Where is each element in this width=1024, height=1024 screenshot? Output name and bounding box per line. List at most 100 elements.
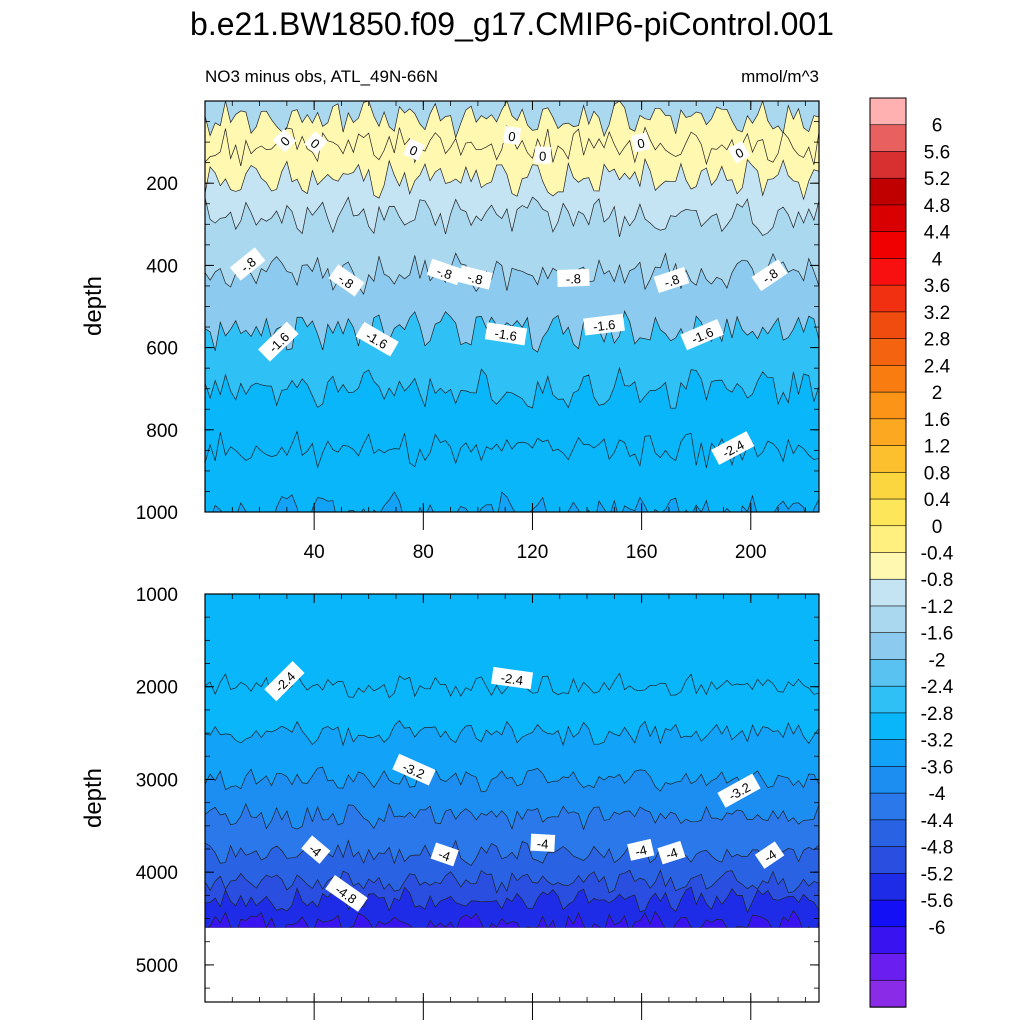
colorbar-label: 0: [932, 517, 943, 538]
contour-label: -.8: [328, 264, 365, 297]
colorbar-swatch: [869, 766, 907, 794]
colorbar-swatch: [869, 846, 907, 875]
colorbar: 6 5.6 5.2 4.8 4.4 4 3.6 3.2 2.8 2.4 2 1.6 1.2 0.8 0.4 0…: [869, 97, 954, 1008]
colorbar-swatch: [869, 258, 907, 286]
bottom-panel-contour-labels: -2.4 -2.4-3.2-3.2-4-4 -4-4-4 -4-4.8: [264, 660, 785, 912]
contour-label: 0: [631, 132, 651, 153]
contour-label-text: -.8: [466, 269, 484, 287]
contour-label: -1.6: [484, 322, 528, 346]
colorbar-swatch: [869, 311, 907, 340]
top-panel-y-axis: 200 400 600 800 1000: [136, 100, 819, 524]
colorbar-swatch: [869, 338, 907, 367]
colorbar-label: 4.8: [924, 196, 950, 217]
contour-label-text: -4: [537, 836, 549, 852]
contour-label-text: -1.6: [494, 326, 518, 344]
contour-label: -4: [430, 842, 459, 867]
contour-label-text: 0: [539, 149, 547, 164]
colorbar-label: 5.6: [924, 143, 950, 164]
contour-label-text: -2.4: [500, 670, 524, 688]
contour-label: -4: [657, 840, 686, 865]
contour-label-text: -.8: [566, 271, 582, 287]
colorbar-swatch: [869, 792, 907, 821]
y-tick-label: 1000: [136, 585, 178, 606]
contour-label: -.8: [229, 247, 266, 281]
contour-label-text: -4: [436, 846, 452, 864]
colorbar-label: -4.4: [921, 811, 954, 832]
top-panel-units: mmol/m^3: [741, 67, 819, 86]
colorbar-swatch: [869, 204, 907, 233]
colorbar-label: -2.8: [921, 704, 954, 725]
colorbar-swatch: [869, 632, 907, 661]
colorbar-swatch: [869, 979, 907, 1008]
colorbar-label: -1.6: [921, 624, 954, 645]
no-data-region: [205, 927, 819, 1002]
contour-label: -4: [754, 841, 785, 869]
colorbar-swatch: [869, 926, 907, 955]
bottom-panel-frame: [204, 593, 820, 1003]
colorbar-label: 1.2: [924, 437, 950, 458]
colorbar-swatch: [869, 97, 907, 126]
y-tick-label: 600: [146, 339, 178, 360]
colorbar-label: -1.2: [921, 597, 954, 618]
contour-label: 0: [304, 131, 328, 155]
bottom-panel-x-axis: [231, 594, 806, 1020]
y-tick-label: 3000: [136, 770, 178, 791]
colorbar-label: -0.4: [921, 544, 954, 565]
contour-label: 0: [534, 146, 552, 165]
colorbar-swatch: [869, 498, 907, 527]
bottom-panel-y-axis: 1000 2000 3000 4000 5000: [136, 585, 819, 989]
y-tick-label: 200: [146, 174, 178, 195]
contour-label-text: -.8: [760, 266, 781, 287]
colorbar-label: -0.8: [921, 570, 954, 591]
contour-label: -1.6: [583, 313, 625, 336]
colorbar-swatch: [869, 445, 907, 473]
top-panel-ylabel: depth: [80, 276, 107, 336]
colorbar-label: -5.6: [921, 891, 954, 912]
x-tick-label: 80: [413, 542, 434, 563]
colorbar-swatch: [869, 953, 907, 981]
colorbar-label: 2: [932, 383, 943, 404]
colorbar-swatch: [869, 231, 907, 260]
y-tick-label: 400: [146, 256, 178, 277]
colorbar-label: -3.6: [921, 757, 954, 778]
bottom-panel-ylabel: depth: [80, 768, 107, 828]
colorbar-swatch: [869, 471, 907, 500]
colorbar-label: 3.2: [924, 303, 950, 324]
contour-label: 0: [727, 140, 751, 164]
colorbar-swatch: [869, 873, 907, 901]
colorbar-label: -2: [929, 650, 946, 671]
top-panel-x-axis: 40 80 120 160 200: [231, 101, 806, 563]
contour-label-text: -.8: [662, 271, 681, 290]
colorbar-label: 5.2: [924, 169, 950, 190]
colorbar-swatch: [869, 151, 907, 179]
colorbar-swatch: [869, 391, 907, 420]
x-tick-label: 200: [735, 542, 767, 563]
colorbar-swatch: [869, 819, 907, 848]
colorbar-label: 6: [932, 116, 943, 137]
colorbar-swatch: [869, 605, 907, 634]
top-panel-contour-labels: 0 000 000-.8-.8 -.8-.8 -.8-.8-.8-1.6-1.6-1.6…: [229, 125, 788, 465]
contour-label-text: 0: [507, 129, 516, 145]
bottom-panel: -2.4 -2.4-3.2-3.2-4-4 -4-4-4 -4-4.8 1000200…: [80, 585, 820, 1020]
colorbar-swatch: [869, 578, 907, 607]
colorbar-swatch: [869, 685, 907, 714]
contour-label: -4: [627, 838, 655, 861]
colorbar-label: 2.8: [924, 330, 950, 351]
colorbar-label: 2.4: [924, 356, 951, 377]
colorbar-swatch: [869, 525, 907, 554]
x-tick-label: 120: [517, 542, 549, 563]
colorbar-label: 4.4: [924, 223, 951, 244]
colorbar-label: -3.2: [921, 731, 954, 752]
contour-label: 0: [502, 125, 522, 146]
x-tick-label: 40: [304, 542, 325, 563]
colorbar-swatch: [869, 365, 907, 393]
contour-label-text: -4: [664, 845, 680, 863]
contour-label: -4: [530, 833, 556, 852]
top-panel: NO3 minus obs, ATL_49N-66N mmol/m^3 0 000…: [80, 67, 820, 563]
colorbar-label: -5.2: [921, 864, 954, 885]
contour-label: -2.4: [491, 666, 534, 690]
colorbar-label: 0.8: [924, 463, 950, 484]
contour-label: -.8: [457, 265, 493, 290]
